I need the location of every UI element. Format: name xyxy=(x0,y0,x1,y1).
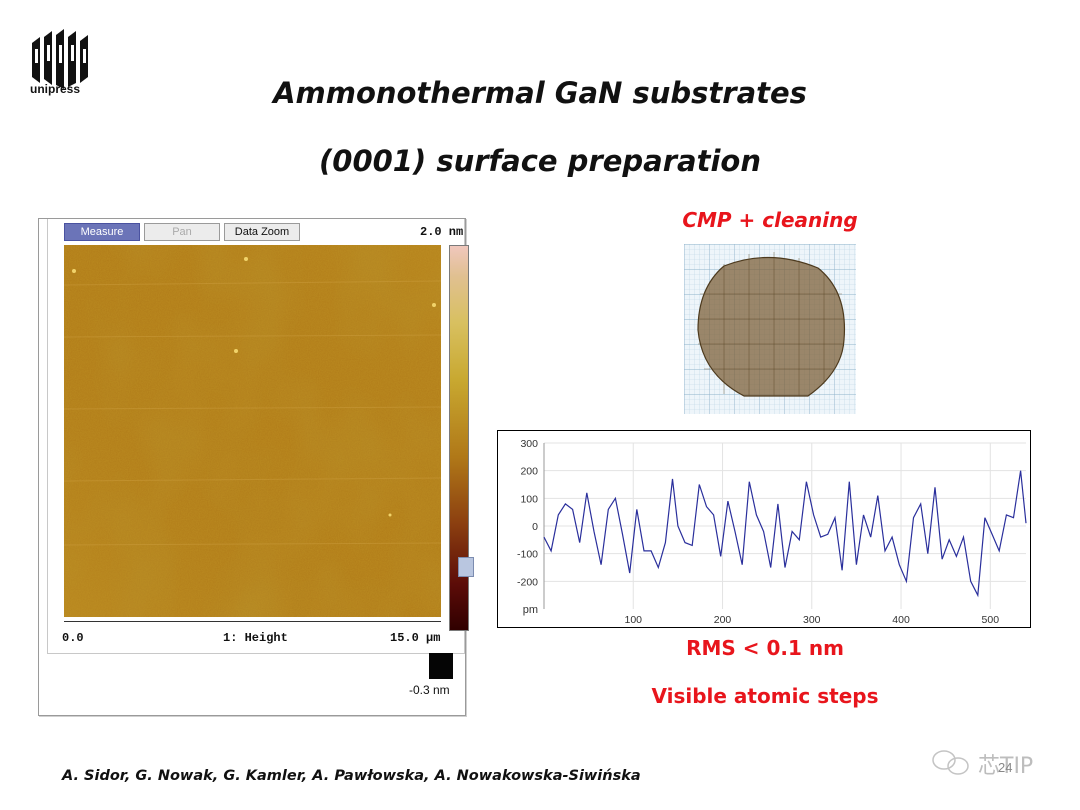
page-number: 24 xyxy=(998,760,1013,775)
watermark-text: 芯TIP xyxy=(978,754,1034,779)
wechat-watermark-icon xyxy=(932,750,969,775)
y-tick-label: 0 xyxy=(532,521,538,533)
channel-label: 1: Height xyxy=(223,631,288,645)
wafer-photo xyxy=(684,244,856,414)
logo-text: unipress xyxy=(30,82,81,96)
measure-button[interactable]: Measure xyxy=(64,223,140,241)
afm-window: Measure Pan Data Zoom 2.0 nm xyxy=(38,218,474,716)
scale-min-label: -0.3 nm xyxy=(409,683,450,697)
x-tick-label: 500 xyxy=(982,614,1000,626)
x-tick-label: 100 xyxy=(624,614,642,626)
x-tick-label: 300 xyxy=(803,614,821,626)
afm-height-image xyxy=(64,245,441,617)
scale-min-swatch xyxy=(429,653,453,679)
atomic-steps-caption: Visible atomic steps xyxy=(651,684,879,708)
x-tick-label: 200 xyxy=(714,614,732,626)
cmp-caption: CMP + cleaning xyxy=(682,208,858,232)
y-tick-label: -100 xyxy=(517,549,538,561)
y-axis-unit: pm xyxy=(523,604,538,616)
profile-series-line xyxy=(543,470,1027,598)
data-zoom-button[interactable]: Data Zoom xyxy=(224,223,300,241)
scale-max-label: 2.0 nm xyxy=(420,225,464,239)
y-tick-label: 200 xyxy=(520,466,538,478)
unipress-logo xyxy=(32,29,88,89)
y-tick-label: 100 xyxy=(520,493,538,505)
x-axis-max: 15.0 µm xyxy=(390,631,441,645)
slide-subtitle: (0001) surface preparation xyxy=(319,144,761,178)
afm-x-axis xyxy=(64,621,441,630)
x-tick-label: 400 xyxy=(892,614,910,626)
slide-title: Ammonothermal GaN substrates xyxy=(273,76,807,110)
height-color-scale xyxy=(449,245,469,631)
afm-panel: Measure Pan Data Zoom 2.0 nm xyxy=(47,219,474,654)
y-tick-label: 300 xyxy=(520,438,538,450)
authors: A. Sidor, G. Nowak, G. Kamler, A. Pawłow… xyxy=(62,768,641,784)
x-axis-min: 0.0 xyxy=(62,631,84,645)
pan-button[interactable]: Pan xyxy=(144,223,220,241)
height-profile-chart: 300 200 100 0 -100 -200 100 200 300 400 500 pm xyxy=(497,430,1031,628)
rms-caption: RMS < 0.1 nm xyxy=(686,636,844,660)
y-tick-label: -200 xyxy=(517,576,538,588)
scale-slider[interactable] xyxy=(458,557,474,577)
